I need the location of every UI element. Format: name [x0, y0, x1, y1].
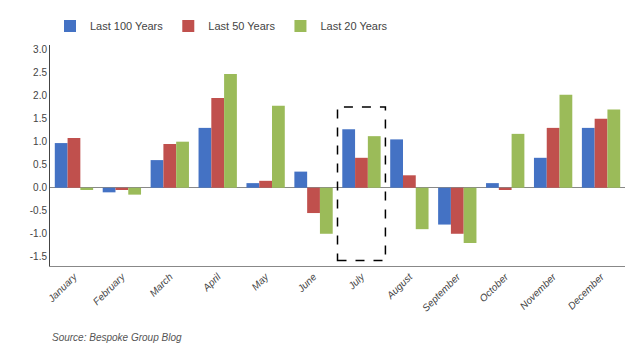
svg-text:June: June — [295, 271, 319, 295]
svg-text:Last 50 Years: Last 50 Years — [208, 20, 275, 32]
svg-text:July: July — [345, 270, 367, 292]
svg-text:February: February — [91, 270, 128, 307]
svg-text:-1.0: -1.0 — [30, 228, 48, 239]
svg-text:0.5: 0.5 — [33, 159, 47, 170]
svg-text:September: September — [420, 271, 463, 314]
svg-text:3.0: 3.0 — [33, 44, 47, 55]
svg-text:March: March — [147, 271, 175, 299]
svg-text:-1.5: -1.5 — [30, 251, 48, 262]
svg-text:Last 100 Years: Last 100 Years — [90, 20, 163, 32]
svg-text:May: May — [249, 270, 271, 292]
svg-text:November: November — [518, 271, 559, 312]
svg-text:0.0: 0.0 — [33, 182, 47, 193]
svg-text:December: December — [566, 271, 607, 312]
svg-text:2.5: 2.5 — [33, 67, 47, 78]
svg-text:1.5: 1.5 — [33, 113, 47, 124]
svg-text:October: October — [477, 271, 510, 304]
svg-text:1.0: 1.0 — [33, 136, 47, 147]
svg-text:Last 20 Years: Last 20 Years — [320, 20, 387, 32]
svg-text:August: August — [384, 270, 415, 301]
svg-text:January: January — [45, 270, 79, 304]
svg-text:April: April — [200, 271, 223, 294]
svg-text:Source: Bespoke Group Blog: Source: Bespoke Group Blog — [52, 332, 182, 343]
svg-text:-0.5: -0.5 — [30, 205, 48, 216]
svg-text:2.0: 2.0 — [33, 90, 47, 101]
